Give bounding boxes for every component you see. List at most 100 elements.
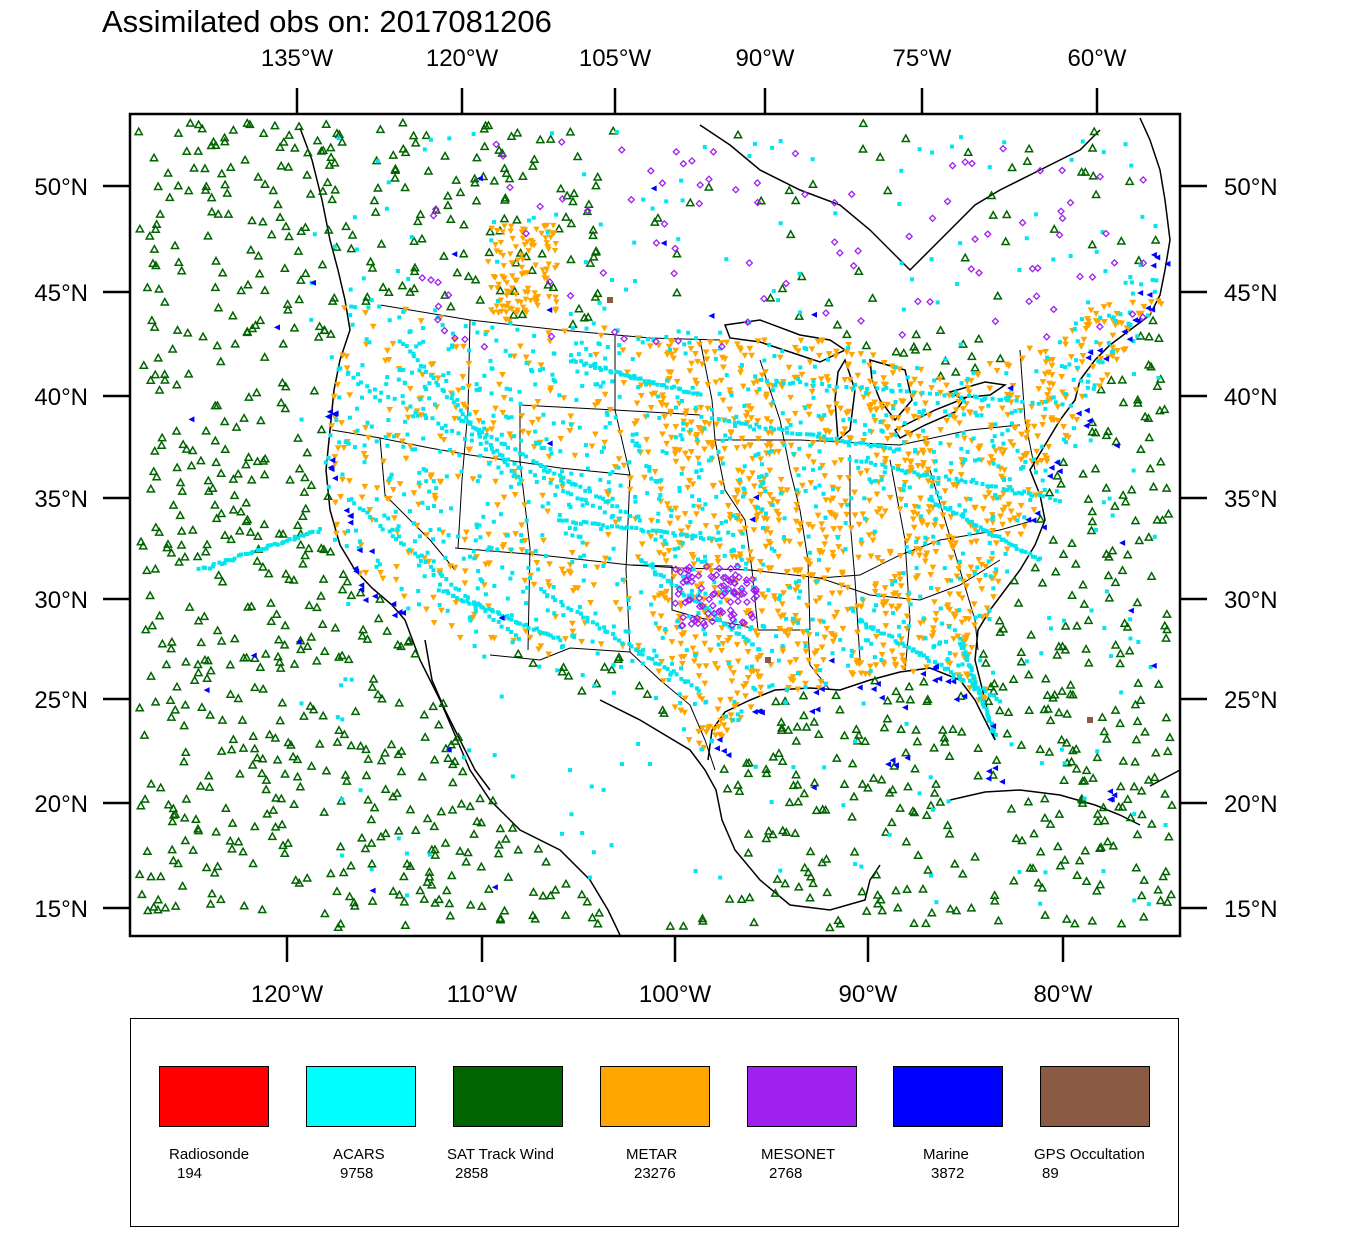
acars-marker [1136,640,1141,645]
sat-track-wind-marker [882,713,893,723]
acars-marker [610,379,615,384]
acars-marker [536,567,541,572]
acars-marker [639,590,644,595]
acars-marker [687,614,692,619]
acars-marker [917,147,922,152]
metar-marker [797,337,805,344]
sat-track-wind-marker [149,244,160,253]
acars-marker [872,655,877,660]
sat-track-wind-marker [244,392,254,401]
acars-marker [689,588,694,593]
acars-marker [630,432,635,437]
sat-track-wind-marker [1162,609,1172,618]
acars-marker [626,460,631,465]
metar-marker [506,431,514,438]
acars-marker [404,344,409,349]
sat-track-wind-marker [286,739,296,749]
acars-marker [1072,326,1077,331]
acars-marker [879,657,884,662]
sat-track-wind-marker [566,218,577,228]
legend-swatch-mesonet [747,1066,857,1127]
acars-marker [356,372,361,377]
acars-marker [714,494,719,499]
sat-track-wind-marker [1048,534,1059,544]
acars-marker [239,552,244,557]
acars-marker [672,384,677,389]
acars-marker [1003,551,1008,556]
metar-marker [976,577,983,584]
sat-track-wind-marker [361,296,371,305]
sat-track-wind-marker [1162,624,1172,634]
acars-marker [573,359,578,364]
left-tick-label: 35°N [34,486,88,513]
sat-track-wind-marker [722,783,733,793]
acars-marker [581,615,586,620]
sat-track-wind-marker [847,758,858,768]
sat-track-wind-marker [1132,716,1143,726]
metar-marker [471,611,478,618]
metar-marker [715,634,723,642]
acars-marker [579,497,584,502]
metar-marker [878,513,886,520]
acars-marker [413,447,418,452]
acars-marker [508,320,513,325]
acars-marker [891,465,896,470]
acars-marker [938,606,943,611]
acars-marker [911,390,916,395]
metar-marker [758,372,766,379]
acars-marker [824,388,829,393]
acars-marker [864,459,869,464]
sat-track-wind-marker [1167,800,1177,809]
acars-marker [583,443,588,448]
acars-marker [560,603,565,608]
acars-marker [630,357,635,362]
acars-marker [1067,362,1072,367]
sat-track-wind-marker [839,730,850,740]
metar-marker [909,392,916,400]
metar-marker [754,418,762,425]
acars-marker [533,429,538,434]
acars-marker [928,775,933,780]
sat-track-wind-marker [1153,679,1164,688]
metar-marker [889,370,897,377]
acars-marker [616,465,621,470]
sat-track-wind-marker [193,825,204,835]
sat-track-wind-marker [588,230,598,240]
acars-marker [921,616,926,621]
sat-track-wind-marker [659,708,669,717]
sat-track-wind-marker [236,285,247,295]
metar-marker [806,359,814,366]
acars-marker [796,595,801,600]
metar-marker [704,405,712,412]
top-tick-label: 90°W [736,45,795,72]
sat-track-wind-marker [325,546,336,556]
metar-marker [882,455,889,463]
acars-marker [593,365,598,370]
sat-track-wind-marker [1122,621,1133,631]
sat-track-wind-marker [134,869,145,879]
sat-track-wind-marker [408,130,419,140]
sat-track-wind-marker [153,894,164,904]
metar-marker [540,537,547,544]
acars-marker [450,343,455,348]
acars-marker [658,492,663,497]
acars-marker [605,525,610,530]
sat-track-wind-marker [189,162,199,172]
acars-marker [1034,470,1039,475]
sat-track-wind-marker [231,422,242,431]
sat-track-wind-marker [1067,590,1077,599]
sat-track-wind-marker [265,597,276,607]
sat-track-wind-marker [463,847,473,857]
metar-marker [968,644,976,651]
acars-marker [592,683,597,688]
metar-marker [836,590,844,597]
metar-marker [865,362,873,369]
sat-track-wind-marker [400,182,410,192]
sat-track-wind-marker [557,666,568,676]
acars-marker [489,446,494,451]
acars-marker [502,442,507,447]
acars-marker [1129,280,1134,285]
sat-track-wind-marker [280,403,291,413]
sat-track-wind-marker [400,920,411,929]
acars-marker [589,784,594,789]
